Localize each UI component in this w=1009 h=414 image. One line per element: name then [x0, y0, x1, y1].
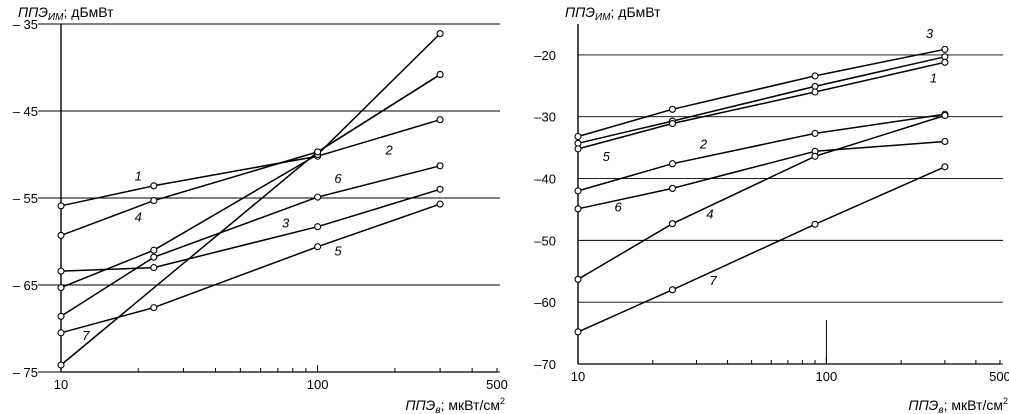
data-point: [941, 111, 949, 120]
series-label-5: 5: [603, 149, 611, 164]
y-tick-label: –40: [534, 172, 556, 187]
data-point: [436, 185, 444, 193]
data-point: [150, 304, 158, 312]
series-line-3: [577, 48, 946, 138]
data-point: [574, 205, 582, 213]
series-line-6: [60, 165, 441, 317]
data-point: [57, 329, 65, 337]
data-point: [436, 116, 444, 124]
data-point: [668, 184, 676, 192]
x-tick-label: 10: [571, 369, 585, 384]
x-tick-label: 100: [816, 369, 838, 384]
data-point: [668, 105, 676, 113]
y-tick-label: – 75: [13, 365, 38, 380]
data-point: [57, 267, 65, 275]
y-tick-label: – 35: [13, 17, 38, 32]
data-point: [314, 223, 322, 231]
data-point: [811, 129, 819, 137]
series-label-2: 2: [699, 136, 708, 151]
data-point: [941, 58, 949, 66]
series-line-1: [577, 56, 946, 145]
series-line-5: [60, 203, 441, 334]
series-label-3: 3: [926, 26, 934, 41]
data-point: [668, 220, 676, 228]
data-point: [436, 30, 444, 38]
data-point: [436, 70, 444, 79]
data-point: [668, 160, 676, 168]
data-point: [811, 220, 819, 228]
y-tick-label: – 65: [13, 278, 38, 293]
data-point: [574, 132, 582, 141]
data-point: [941, 163, 949, 171]
data-point: [57, 231, 65, 239]
data-point: [436, 162, 444, 170]
x-tick-label: 500: [989, 369, 1009, 384]
data-point: [57, 202, 65, 210]
y-tick-label: – 55: [13, 191, 38, 206]
y-tick-label: – 45: [13, 104, 38, 119]
series-line-7: [60, 73, 441, 366]
y-axis-label: ППЭИМ; дБмВт: [18, 4, 114, 23]
data-point: [314, 243, 322, 251]
x-tick-label: 100: [307, 377, 329, 392]
x-tick-label: 10: [54, 377, 68, 392]
data-point: [574, 328, 582, 336]
data-point: [314, 193, 322, 201]
data-point: [57, 312, 65, 320]
data-point: [150, 197, 158, 205]
series-line-2: [577, 113, 946, 192]
y-axis-label: ППЭИМ; дБмВт: [565, 4, 661, 23]
data-point: [57, 284, 65, 292]
series-label-1: 1: [930, 71, 937, 86]
series-label-1: 1: [135, 169, 142, 184]
data-point: [150, 253, 158, 261]
series-line-2: [60, 73, 441, 237]
data-point: [150, 246, 158, 254]
y-tick-label: –60: [534, 295, 556, 310]
data-point: [811, 72, 819, 80]
data-point: [150, 182, 158, 190]
data-point: [668, 119, 676, 128]
series-label-3: 3: [282, 216, 290, 231]
data-point: [811, 88, 819, 96]
chart-2: –20 –30 –40 –50 –60 –70 10 100 500 ППЭИМ; дБмВт ПП…: [534, 4, 1009, 414]
y-tick-label: –70: [534, 357, 556, 372]
series-line-4: [577, 114, 946, 280]
data-point: [57, 361, 65, 369]
series-label-6: 6: [334, 171, 342, 186]
x-axis-label: ППЭв; мкВт/см2: [908, 396, 1008, 414]
data-point: [150, 264, 158, 272]
series-line-7: [577, 166, 946, 333]
series-line-5: [577, 61, 946, 150]
y-tick-label: –30: [534, 110, 556, 125]
data-point: [574, 187, 582, 195]
series-line-4: [60, 33, 441, 289]
chart-1: – 35 – 45 – 55 – 65 – 75 10 100 500 ППЭИМ; дБмВт…: [13, 4, 508, 414]
data-point: [574, 275, 582, 283]
series-line-1: [60, 118, 441, 207]
series-label-7: 7: [82, 328, 90, 343]
series-label-4: 4: [135, 209, 142, 224]
data-point: [574, 145, 582, 153]
x-axis-label: ППЭв; мкВт/см2: [405, 396, 505, 414]
data-point: [941, 45, 949, 53]
data-point: [941, 137, 949, 146]
series-line-3: [60, 188, 441, 272]
series-label-5: 5: [334, 243, 342, 258]
series-label-6: 6: [614, 199, 622, 214]
data-point: [436, 200, 444, 208]
series-label-7: 7: [710, 273, 718, 288]
x-tick-label: 500: [486, 377, 508, 392]
series-label-2: 2: [385, 143, 394, 158]
data-point: [668, 286, 676, 294]
y-tick-label: –50: [534, 233, 556, 248]
data-point: [314, 148, 322, 156]
series-label-4: 4: [706, 207, 713, 222]
y-tick-label: –20: [534, 48, 556, 63]
series-line-6: [577, 140, 945, 210]
data-point: [811, 152, 819, 160]
